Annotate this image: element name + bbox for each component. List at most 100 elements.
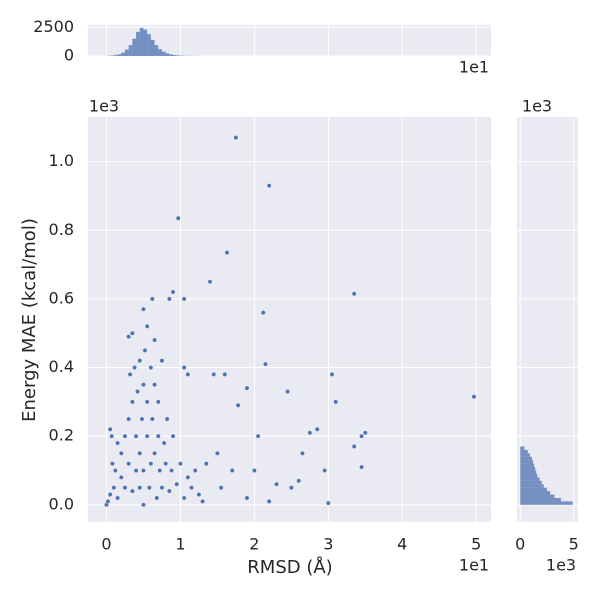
point [274, 481, 279, 487]
point [152, 382, 157, 388]
x-axis-label: RMSD (Å) [247, 556, 332, 578]
point [471, 394, 477, 400]
point [129, 330, 135, 336]
bar [520, 453, 530, 457]
bar [520, 477, 540, 481]
point [181, 495, 187, 501]
bar [158, 49, 162, 56]
right-y-offset: 1e3 [522, 97, 552, 116]
point [163, 461, 169, 467]
x-tick-label: 1 [175, 535, 185, 554]
bar [176, 55, 181, 56]
point [175, 215, 181, 221]
point [142, 347, 148, 353]
point [215, 450, 220, 456]
bar [520, 460, 534, 464]
point [178, 461, 183, 467]
bar [520, 456, 532, 461]
point [133, 433, 139, 439]
point [260, 310, 266, 316]
point [105, 499, 111, 504]
point [107, 492, 113, 497]
right-x-offset: 1e3 [546, 556, 576, 575]
point [207, 279, 213, 285]
bar [173, 55, 177, 56]
point [329, 372, 335, 377]
point [146, 485, 152, 491]
point [126, 334, 132, 340]
point [288, 485, 294, 491]
point [126, 416, 132, 422]
bar [520, 463, 535, 468]
point [244, 495, 250, 501]
point [169, 468, 174, 473]
bar [139, 27, 144, 56]
point [218, 485, 224, 491]
point [255, 433, 261, 439]
x-tick-label: 0 [515, 535, 525, 554]
point [266, 183, 272, 189]
point [196, 492, 202, 497]
point [185, 474, 191, 480]
point [200, 499, 206, 504]
bar [520, 473, 538, 478]
point [166, 296, 172, 302]
bar [169, 54, 174, 56]
point [144, 399, 150, 405]
point [325, 500, 331, 506]
point [139, 416, 145, 422]
point [166, 488, 172, 494]
y-offset: 1e3 [89, 97, 119, 116]
bar [136, 31, 140, 56]
point [115, 495, 120, 501]
point [155, 433, 161, 439]
point [148, 365, 154, 370]
point [285, 389, 291, 394]
bar [121, 52, 125, 56]
point [154, 495, 160, 501]
top-x-offset: 1e1 [459, 58, 489, 77]
x-tick-label: 2 [249, 535, 259, 554]
y-tick-label: 1.0 [49, 151, 74, 170]
main-plot-area [88, 117, 491, 522]
bar [147, 34, 151, 56]
point [141, 468, 146, 473]
point [235, 402, 241, 408]
point [149, 296, 155, 302]
point [137, 485, 143, 491]
point [351, 444, 357, 449]
point [129, 399, 135, 405]
point [126, 461, 132, 467]
point [137, 450, 143, 456]
point [359, 464, 364, 470]
bar [520, 470, 537, 474]
bar [150, 39, 155, 56]
point [118, 450, 124, 456]
point [122, 485, 128, 491]
bar [161, 51, 166, 56]
point [144, 433, 150, 439]
point [159, 485, 165, 491]
point [229, 468, 235, 473]
point [333, 399, 339, 405]
y-tick-label: 2500 [33, 17, 74, 36]
bar [520, 467, 536, 471]
point [137, 358, 143, 364]
bar [128, 45, 133, 56]
point [122, 433, 128, 439]
point [222, 372, 228, 377]
point [107, 426, 113, 432]
point [141, 382, 146, 388]
bar [520, 446, 525, 450]
point [233, 135, 239, 140]
bar [520, 480, 542, 485]
point [110, 461, 115, 467]
point [149, 416, 155, 422]
point [155, 399, 161, 405]
point [322, 468, 328, 473]
y-tick-label: 0.8 [49, 220, 74, 239]
x-tick-label: 5 [471, 535, 481, 554]
point [135, 389, 140, 394]
point [157, 468, 163, 473]
